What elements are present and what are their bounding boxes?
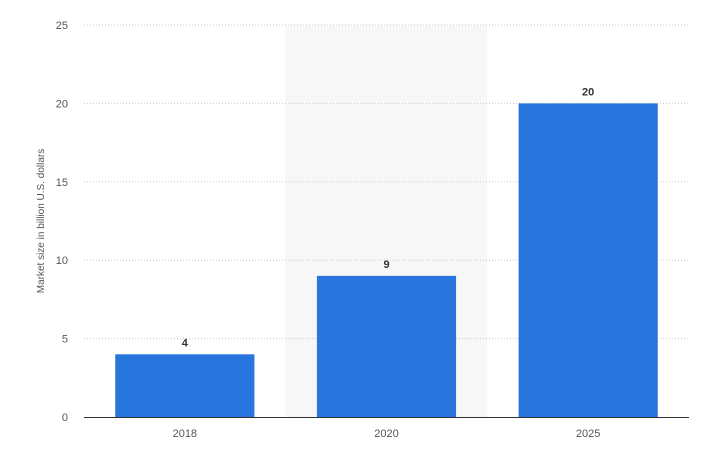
y-tick-label: 15 [56,177,68,189]
bar-2018[interactable] [115,354,255,417]
y-tick-label: 5 [62,334,68,346]
x-tick-label-2020: 2020 [374,428,398,440]
y-axis-title: Market size in billion U.S. dollars [36,149,47,294]
y-tick-label: 25 [56,20,68,32]
y-tick-label: 0 [62,412,68,424]
bar-2025[interactable] [518,103,658,418]
x-tick-label-2025: 2025 [576,428,600,440]
bar-layer [115,103,658,418]
data-label-2020: 9 [383,259,389,271]
y-tick-label: 10 [56,255,68,267]
bar-2020[interactable] [316,275,457,417]
y-tick-label: 20 [56,98,68,110]
x-tick-label-2018: 2018 [173,428,197,440]
data-label-2018: 4 [182,337,189,349]
data-label-2025: 20 [582,86,594,98]
